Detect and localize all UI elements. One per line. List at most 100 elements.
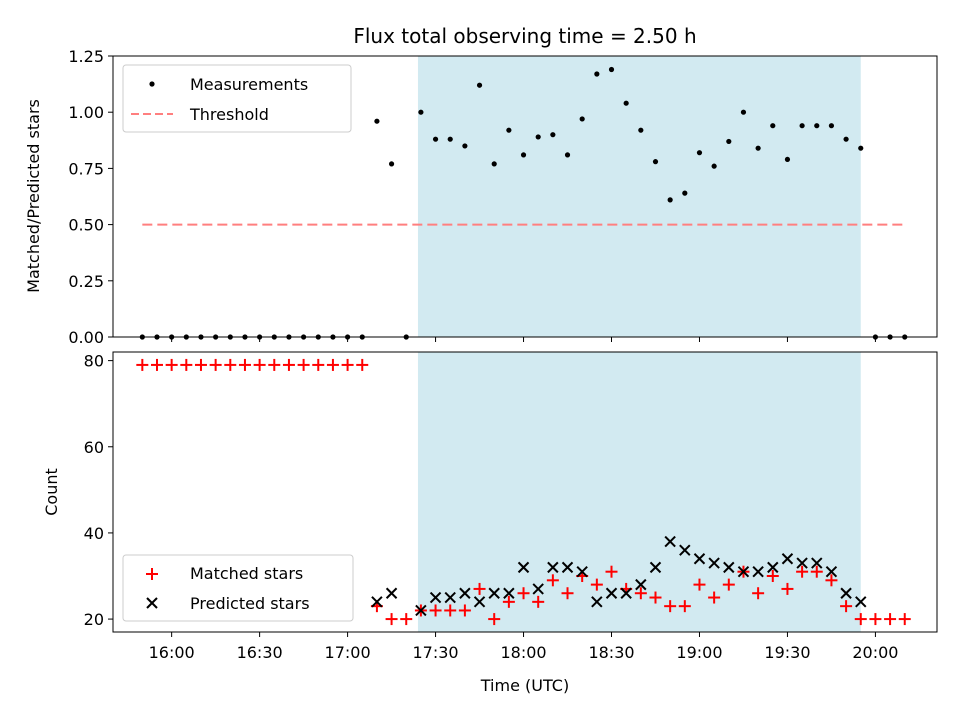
matched-star-point xyxy=(781,582,794,595)
measurement-point xyxy=(374,118,380,124)
matched-star-point xyxy=(253,358,266,371)
predicted-star-point xyxy=(767,561,779,574)
predicted-star-point xyxy=(532,583,544,595)
matched-stars-points xyxy=(136,358,911,626)
measurement-point xyxy=(726,138,732,145)
ratio-y-tick-label: 0.00 xyxy=(68,328,104,347)
matched-star-point xyxy=(473,582,486,595)
measurement-point xyxy=(696,150,703,156)
matched-star-point xyxy=(400,613,413,626)
measurement-point xyxy=(623,100,629,106)
measurement-point xyxy=(858,145,864,151)
predicted-star-point xyxy=(517,561,530,574)
measurement-point xyxy=(682,190,688,196)
count-x-tick-label: 20:00 xyxy=(852,643,898,662)
count-y-tick-label: 20 xyxy=(84,610,104,629)
matched-star-point xyxy=(488,613,501,626)
matched-star-point xyxy=(209,358,222,371)
matched-star-point xyxy=(356,358,369,371)
predicted-star-point xyxy=(723,561,735,574)
count-x-tick-label: 18:00 xyxy=(500,643,546,662)
measurement-point xyxy=(447,136,453,142)
measurement-point xyxy=(828,123,835,129)
predicted-stars-points xyxy=(371,535,867,617)
threshold-legend-label: Threshold xyxy=(189,105,269,124)
predicted-star-point xyxy=(576,565,588,578)
count-x-tick-label: 16:30 xyxy=(237,643,283,662)
measurement-point xyxy=(594,71,600,77)
count-x-tick-label: 19:00 xyxy=(676,643,722,662)
predicted-legend-label: Predicted stars xyxy=(190,594,310,613)
chart-title: Flux total observing time = 2.50 h xyxy=(353,24,696,48)
measurement-point xyxy=(711,163,717,169)
measurement-point xyxy=(506,127,512,133)
count-y-ticks: 20 40 60 80 xyxy=(84,352,113,629)
matched-star-point xyxy=(884,613,897,626)
measurement-point xyxy=(814,123,820,129)
measurement-point xyxy=(755,145,761,151)
measurement-point xyxy=(550,132,556,138)
measurement-point xyxy=(784,156,791,163)
predicted-star-point xyxy=(620,587,632,599)
matched-star-point xyxy=(810,565,823,578)
matched-star-point xyxy=(634,587,647,600)
measurements-legend-label: Measurements xyxy=(190,75,308,94)
measurement-point xyxy=(579,116,585,122)
matched-star-point xyxy=(869,613,882,626)
ratio-legend: Measurements Threshold xyxy=(122,64,352,133)
matched-star-point xyxy=(854,613,867,626)
matched-star-point xyxy=(590,578,603,591)
ratio-legend-box xyxy=(122,64,352,133)
matched-star-point xyxy=(312,358,325,371)
matched-star-point xyxy=(517,587,530,600)
measurement-point xyxy=(491,161,497,167)
ratio-y-tick-label: 0.25 xyxy=(68,272,104,291)
matched-star-point xyxy=(546,574,559,587)
matched-star-point xyxy=(708,591,721,604)
ratio-x-ticks xyxy=(171,337,876,342)
predicted-star-point xyxy=(855,596,867,608)
matched-star-point xyxy=(722,578,735,591)
predicted-star-point xyxy=(825,565,838,578)
measurement-point xyxy=(564,152,571,158)
predicted-star-point xyxy=(371,596,383,608)
count-panel-frame xyxy=(112,351,938,633)
count-legend-box xyxy=(122,554,354,622)
matched-star-point xyxy=(693,578,706,591)
ratio-panel-frame xyxy=(112,55,938,338)
count-x-tick-label: 18:30 xyxy=(588,643,634,662)
matched-star-point xyxy=(444,604,457,617)
matched-star-point xyxy=(825,574,838,587)
predicted-star-point xyxy=(503,587,515,599)
measurements-legend-marker xyxy=(149,81,155,87)
predicted-star-point xyxy=(693,553,706,565)
predicted-star-point xyxy=(415,604,427,617)
matched-star-point xyxy=(282,358,295,371)
count-x-tick-label: 16:00 xyxy=(149,643,195,662)
count-y-axis-label: Count xyxy=(42,468,61,516)
matched-star-point xyxy=(341,358,354,371)
predicted-star-point xyxy=(811,557,823,569)
count-y-tick-label: 80 xyxy=(84,352,104,371)
matched-star-point xyxy=(238,358,251,371)
predicted-star-point xyxy=(781,553,794,565)
predicted-star-point xyxy=(429,591,442,604)
matched-star-point xyxy=(429,604,442,617)
matched-star-point xyxy=(561,587,574,600)
matched-star-point xyxy=(268,358,281,371)
matched-star-point xyxy=(605,565,618,578)
measurement-point xyxy=(667,197,673,203)
measurement-point xyxy=(638,127,644,133)
predicted-star-point xyxy=(635,578,647,591)
matched-star-point xyxy=(194,358,207,371)
matched-star-point xyxy=(458,604,471,617)
predicted-star-point xyxy=(473,596,486,608)
measurement-point xyxy=(608,66,615,73)
predicted-star-point xyxy=(561,561,574,574)
predicted-star-point xyxy=(679,544,691,556)
matched-star-point xyxy=(224,358,237,371)
predicted-star-point xyxy=(385,587,398,599)
ratio-y-tick-label: 0.75 xyxy=(68,159,104,178)
